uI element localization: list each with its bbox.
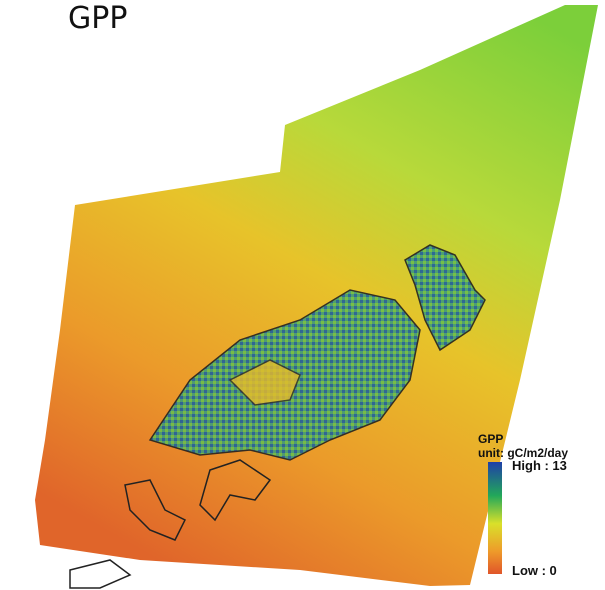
map-title: GPP bbox=[68, 1, 127, 36]
page: GPP GPP unit: gC/m2/day High : 13 Low : … bbox=[0, 0, 605, 590]
land-area bbox=[35, 5, 598, 586]
legend-high: High : 13 bbox=[512, 458, 567, 473]
color-bar bbox=[488, 462, 502, 574]
legend-low: Low : 0 bbox=[512, 563, 557, 578]
legend-title: GPP bbox=[478, 432, 503, 446]
map: GPP GPP unit: gC/m2/day High : 13 Low : … bbox=[0, 0, 605, 590]
